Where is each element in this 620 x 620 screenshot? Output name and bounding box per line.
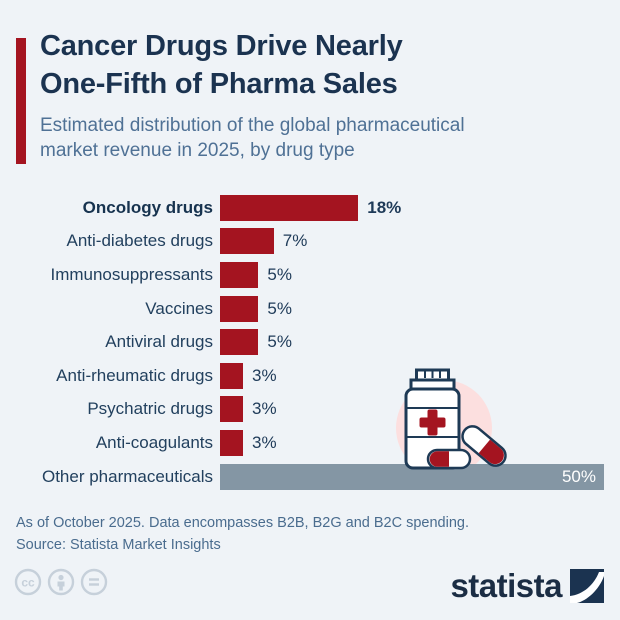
chart-row: Oncology drugs 18% [0, 191, 620, 225]
value-label: 7% [282, 231, 308, 251]
chart-row: Anti-coagulants 3% [0, 426, 620, 460]
category-label: Oncology drugs [82, 197, 213, 217]
chart-row: Other pharmaceuticals 50% [0, 460, 620, 494]
category-label: Anti-coagulants [95, 432, 213, 452]
value-bar [220, 329, 259, 356]
value-label: 18% [367, 197, 402, 217]
category-label: Anti-rheumatic drugs [56, 365, 213, 385]
page-subtitle: Estimated distribution of the global pha… [40, 115, 465, 161]
category-label: Anti-diabetes drugs [66, 231, 213, 251]
no-derivatives-equals-icon[interactable] [80, 568, 108, 596]
value-label: 5% [267, 298, 292, 318]
chart-row: Antiviral drugs 5% [0, 325, 620, 359]
statista-logo-square [570, 569, 604, 603]
value-label: 3% [252, 365, 277, 385]
chart-row: Vaccines 5% [0, 292, 620, 326]
footnote-text: As of October 2025. Data encompasses B2B… [16, 515, 469, 531]
value-bar [220, 261, 259, 288]
value-label: 50% [561, 466, 596, 486]
value-bar [220, 194, 359, 221]
chart-row: Psychatric drugs 3% [0, 393, 620, 427]
license-icons: cc [14, 568, 108, 596]
value-bar [220, 228, 274, 255]
title-line-2: One-Fifth of Pharma Sales [40, 68, 398, 100]
chart-row: Anti-rheumatic drugs 3% [0, 359, 620, 393]
footnote-block: As of October 2025. Data encompasses B2B… [16, 512, 469, 556]
title-accent-bar [16, 38, 26, 164]
capsule-diagonal [461, 425, 507, 467]
pill-bottle-illustration [404, 368, 507, 470]
red-cross-icon [419, 409, 446, 436]
swoosh-icon [570, 572, 604, 603]
svg-text:cc: cc [21, 576, 35, 590]
attribution-person-icon[interactable] [47, 568, 75, 596]
title-line-1: Cancer Drugs Drive Nearly [40, 30, 403, 62]
value-bar [220, 396, 244, 423]
chart-row: Immunosuppressants 5% [0, 258, 620, 292]
source-text: Source: Statista Market Insights [16, 537, 221, 553]
category-label: Other pharmaceuticals [41, 466, 213, 486]
value-bar [220, 295, 259, 322]
category-label: Vaccines [145, 298, 213, 318]
value-label: 5% [267, 332, 292, 352]
cc-icon[interactable]: cc [14, 568, 42, 596]
category-label: Antiviral drugs [105, 332, 213, 352]
bar-chart: Oncology drugs 18% Anti-diabetes drugs 7% Im… [0, 191, 620, 493]
statista-wordmark: statista [450, 567, 562, 604]
category-label: Immunosuppressants [50, 264, 213, 284]
value-label: 3% [252, 432, 277, 452]
chart-row: Anti-diabetes drugs 7% [0, 225, 620, 259]
capsule-horizontal [426, 448, 472, 470]
page-title: Cancer Drugs Drive Nearly One-Fifth of P… [40, 27, 403, 103]
value-label: 5% [267, 264, 292, 284]
value-label: 3% [252, 399, 277, 419]
value-bar [220, 362, 244, 389]
statista-logo[interactable]: statista [450, 569, 604, 603]
category-label: Psychatric drugs [87, 399, 213, 419]
value-bar [220, 429, 244, 456]
